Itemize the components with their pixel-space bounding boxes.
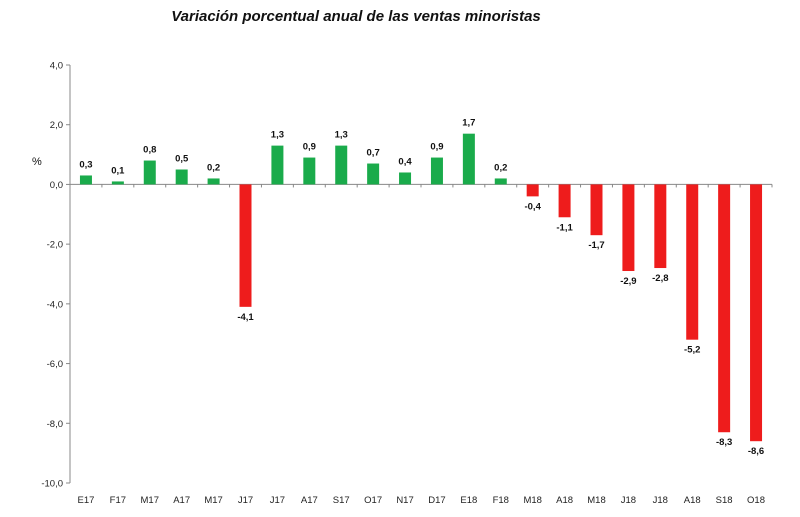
bar [526,184,539,197]
data-label: -8,3 [716,437,732,448]
x-tick-label: J17 [238,495,253,506]
bar [558,184,571,218]
data-label: -2,9 [620,276,636,287]
bar [111,181,124,185]
x-tick-label: S18 [716,495,733,506]
data-label: -8,6 [748,446,764,457]
x-tick-label: J17 [270,495,285,506]
y-tick-label: 4,0 [50,61,63,72]
data-label: -5,2 [684,345,700,356]
x-tick-label: A18 [684,495,701,506]
data-label: 0,7 [367,148,380,159]
x-tick-label: A17 [173,495,190,506]
y-tick-label: 2,0 [50,120,63,131]
bar [430,157,443,185]
y-tick-label: -4,0 [47,299,63,310]
data-label: 0,8 [143,145,156,156]
bar [750,184,763,442]
bars [79,133,763,442]
axes: 4,0 2,0 0,0 -2,0 -4,0 -6,0 -8,0 -10,0 [41,61,773,490]
x-tick-label: O18 [747,495,765,506]
bar [654,184,667,269]
x-tick-label: J18 [621,495,636,506]
chart-title: Variación porcentual anual de las ventas… [171,8,541,25]
x-tick-label: O17 [364,495,382,506]
y-tick-label: -6,0 [47,359,63,370]
data-label: -0,4 [524,201,541,212]
y-axis-unit-label: % [32,156,42,168]
bar [718,184,731,433]
bar [207,178,220,185]
y-tick-label: -10,0 [41,479,63,490]
x-tick-label: M18 [587,495,605,506]
x-tick-label: M17 [204,495,222,506]
x-tick-label: F17 [110,495,126,506]
y-tick-label: 0,0 [50,180,63,191]
x-tick-label: M18 [523,495,541,506]
x-tick-label: F18 [493,495,509,506]
bar [622,184,635,272]
bar [239,184,252,307]
data-label: 0,5 [175,154,189,165]
bar [399,172,412,185]
bar [79,175,92,185]
bar [686,184,699,340]
x-tick-label: D17 [428,495,445,506]
bar [271,145,284,185]
bar [303,157,316,185]
data-label: 1,3 [271,130,284,141]
y-tick-label: -2,0 [47,240,63,251]
labels: 0,3 E17 0,1 F17 0,8 M17 0,5 A17 0,2 M17 -4,1 J17 1,3… [78,118,766,506]
x-tick-label: S17 [333,495,350,506]
bar [143,160,156,185]
x-tick-label: A17 [301,495,318,506]
y-tick-label: -8,0 [47,419,63,430]
data-label: -1,1 [556,222,573,233]
data-label: 0,9 [430,142,443,153]
data-label: 0,2 [494,162,507,173]
x-tick-label: N17 [396,495,413,506]
data-label: 1,7 [462,118,475,129]
data-label: 1,3 [335,130,348,141]
x-tick-label: J18 [653,495,668,506]
bar [590,184,603,236]
data-label: 0,3 [79,159,92,170]
bar [175,169,188,185]
bar [462,133,475,185]
data-label: -4,1 [237,312,254,323]
data-label: -1,7 [588,240,604,251]
x-tick-label: M17 [141,495,159,506]
x-tick-label: A18 [556,495,573,506]
bar [335,145,348,185]
bar [367,163,380,185]
data-label: 0,1 [111,165,125,176]
data-label: 0,4 [398,156,412,167]
data-label: -2,8 [652,273,668,284]
x-tick-label: E17 [78,495,95,506]
data-label: 0,9 [303,142,316,153]
x-tick-label: E18 [460,495,477,506]
data-label: 0,2 [207,162,220,173]
bar [494,178,507,185]
